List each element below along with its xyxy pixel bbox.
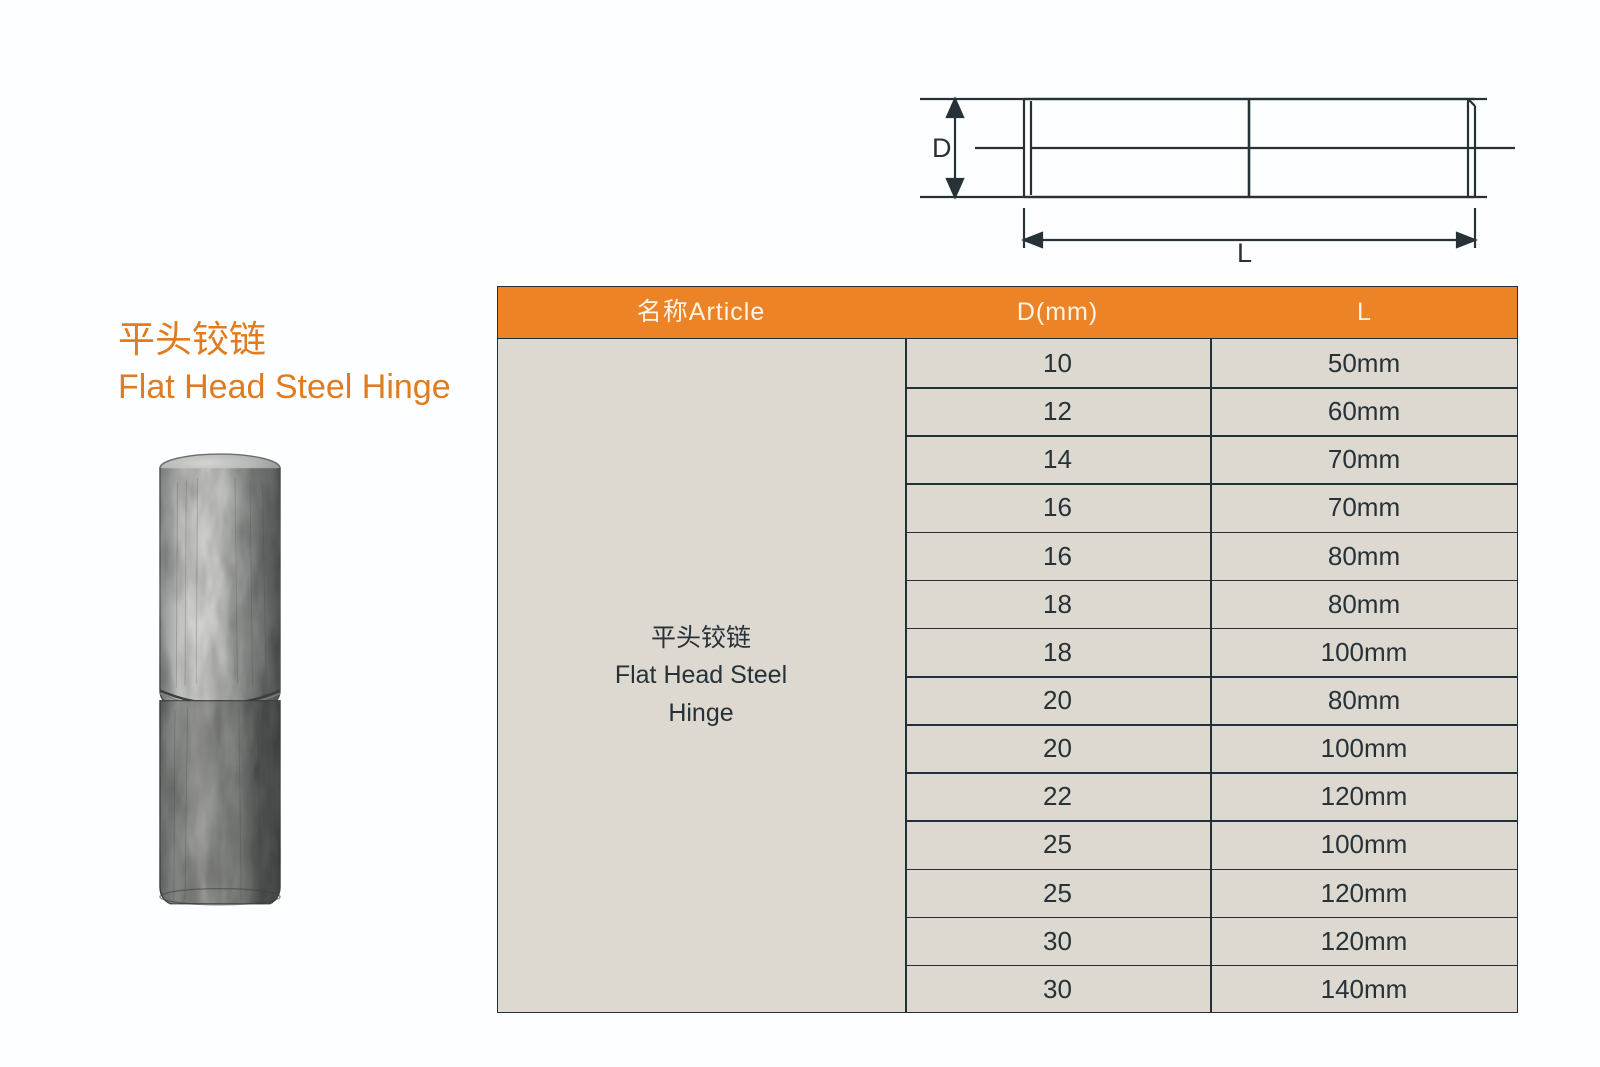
svg-text:L: L xyxy=(1237,238,1252,268)
svg-text:D: D xyxy=(932,133,952,163)
